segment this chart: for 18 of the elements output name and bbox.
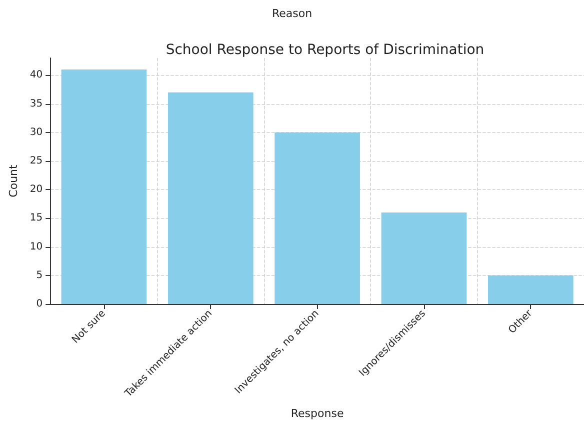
- bar: [488, 275, 574, 304]
- chart-title: School Response to Reports of Discrimination: [166, 42, 484, 58]
- bar: [381, 212, 467, 304]
- y-tick-label: 25: [30, 155, 43, 166]
- y-tick-label: 40: [30, 70, 43, 81]
- text: Reason: [272, 7, 312, 20]
- y-tick-label: 20: [30, 184, 43, 196]
- y-axis-title: Count: [7, 164, 20, 198]
- y-tick-label: 35: [30, 98, 43, 110]
- y-tick-label: 0: [36, 298, 43, 310]
- bar: [61, 69, 147, 304]
- x-axis-title: Response: [290, 407, 344, 420]
- bar: [168, 92, 254, 304]
- y-tick-label: 15: [30, 212, 43, 224]
- y-tick-label: 30: [30, 126, 43, 138]
- bar: [274, 132, 360, 304]
- y-tick-label: 5: [36, 270, 43, 281]
- y-tick-label: 10: [30, 241, 43, 252]
